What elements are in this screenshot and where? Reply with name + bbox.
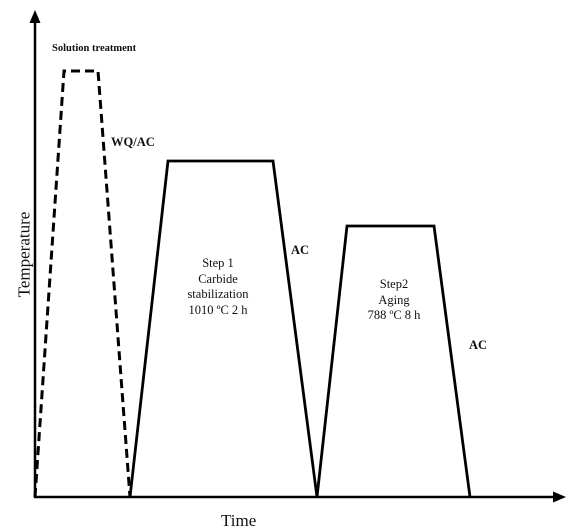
y-axis-arrowhead bbox=[29, 10, 41, 23]
step1-line-3: stabilization bbox=[187, 287, 249, 301]
x-axis-arrowhead bbox=[553, 491, 566, 503]
step1-curve bbox=[128, 159, 319, 498]
solution-treatment-label: Solution treatment bbox=[52, 43, 137, 54]
step1-line-4: 1010 ºC 2 h bbox=[188, 302, 248, 317]
step2-curve bbox=[315, 224, 472, 498]
step2-cooling-label: AC bbox=[469, 338, 488, 352]
solution-treatment-curve bbox=[33, 69, 132, 498]
step2-line-2: Aging bbox=[378, 292, 410, 307]
step1-line-1: Step 1 bbox=[202, 256, 234, 270]
step1-line-2: Carbide bbox=[198, 271, 238, 286]
x-axis-label: Time bbox=[221, 511, 257, 530]
solution-cooling-label: WQ/AC bbox=[111, 135, 155, 149]
step2-line-1: Step2 bbox=[379, 277, 409, 291]
step2-label: Step2 Aging 788 ºC 8 h bbox=[354, 277, 434, 324]
step1-label: Step 1 Carbide stabilization 1010 ºC 2 h bbox=[168, 256, 268, 318]
step2-line-3: 788 ºC 8 h bbox=[367, 308, 421, 322]
y-axis-label: Temperature bbox=[14, 211, 34, 298]
step1-cooling-label: AC bbox=[291, 243, 310, 257]
